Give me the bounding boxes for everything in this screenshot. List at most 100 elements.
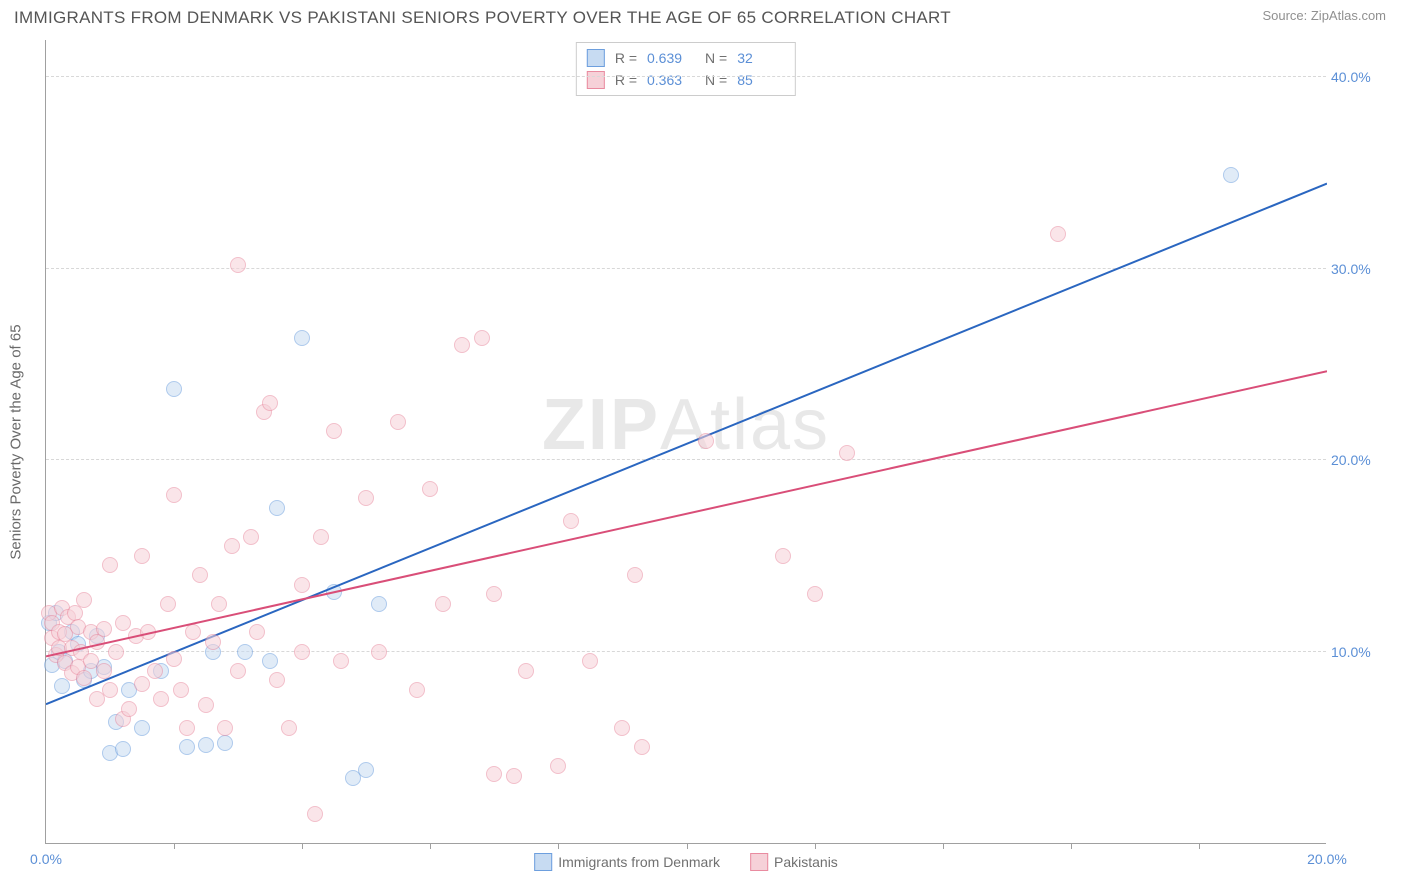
trend-line — [46, 40, 1327, 844]
stat-label-n: N = — [705, 50, 727, 66]
series-legend: Immigrants from Denmark Pakistanis — [534, 853, 838, 871]
x-tick-label: 0.0% — [30, 851, 62, 867]
scatter-point — [166, 381, 182, 397]
scatter-point — [486, 586, 502, 602]
scatter-point — [807, 586, 823, 602]
scatter-point — [358, 762, 374, 778]
stats-legend-box: R = 0.639 N = 32 R = 0.363 N = 85 — [576, 42, 796, 96]
scatter-point — [839, 445, 855, 461]
x-minor-tick — [687, 843, 688, 849]
y-tick-label: 30.0% — [1331, 261, 1386, 277]
scatter-point — [76, 670, 92, 686]
x-minor-tick — [302, 843, 303, 849]
scatter-point — [269, 672, 285, 688]
scatter-point — [121, 701, 137, 717]
scatter-point — [249, 624, 265, 640]
scatter-point — [179, 739, 195, 755]
scatter-point — [96, 663, 112, 679]
scatter-point — [54, 678, 70, 694]
series-legend-label: Immigrants from Denmark — [558, 854, 720, 870]
scatter-point — [326, 584, 342, 600]
scatter-point — [262, 653, 278, 669]
scatter-point — [582, 653, 598, 669]
stat-value-n: 85 — [737, 72, 785, 88]
scatter-point — [506, 768, 522, 784]
watermark: ZIPAtlas — [542, 384, 830, 466]
scatter-point — [198, 697, 214, 713]
scatter-point — [435, 596, 451, 612]
scatter-point — [134, 720, 150, 736]
x-minor-tick — [430, 843, 431, 849]
scatter-point — [550, 758, 566, 774]
scatter-point — [173, 682, 189, 698]
stats-legend-row: R = 0.639 N = 32 — [587, 47, 785, 69]
scatter-point — [313, 529, 329, 545]
scatter-point — [230, 257, 246, 273]
scatter-point — [237, 644, 253, 660]
scatter-point — [179, 720, 195, 736]
scatter-point — [198, 737, 214, 753]
scatter-point — [134, 548, 150, 564]
scatter-point — [698, 433, 714, 449]
stat-value-r: 0.639 — [647, 50, 695, 66]
legend-swatch — [750, 853, 768, 871]
gridline — [46, 76, 1326, 77]
scatter-point — [775, 548, 791, 564]
scatter-point — [422, 481, 438, 497]
y-tick-label: 40.0% — [1331, 69, 1386, 85]
scatter-point — [281, 720, 297, 736]
source-label: Source: ZipAtlas.com — [1262, 8, 1386, 23]
scatter-point — [294, 330, 310, 346]
scatter-point — [217, 735, 233, 751]
scatter-point — [96, 621, 112, 637]
legend-swatch — [587, 71, 605, 89]
scatter-point — [160, 596, 176, 612]
x-minor-tick — [943, 843, 944, 849]
y-tick-label: 20.0% — [1331, 452, 1386, 468]
x-tick-label: 20.0% — [1307, 851, 1347, 867]
scatter-point — [166, 651, 182, 667]
scatter-point — [371, 644, 387, 660]
scatter-point — [115, 615, 131, 631]
scatter-point — [518, 663, 534, 679]
scatter-point — [102, 682, 118, 698]
scatter-point — [627, 567, 643, 583]
stat-value-n: 32 — [737, 50, 785, 66]
scatter-point — [454, 337, 470, 353]
scatter-point — [1223, 167, 1239, 183]
scatter-point — [230, 663, 246, 679]
stat-label-r: R = — [615, 50, 637, 66]
y-tick-label: 10.0% — [1331, 644, 1386, 660]
stat-label-n: N = — [705, 72, 727, 88]
scatter-point — [474, 330, 490, 346]
scatter-point — [269, 500, 285, 516]
stats-legend-row: R = 0.363 N = 85 — [587, 69, 785, 91]
scatter-point — [185, 624, 201, 640]
scatter-point — [390, 414, 406, 430]
scatter-point — [294, 644, 310, 660]
scatter-point — [217, 720, 233, 736]
scatter-point — [224, 538, 240, 554]
legend-swatch — [534, 853, 552, 871]
series-legend-label: Pakistanis — [774, 854, 838, 870]
legend-swatch — [587, 49, 605, 67]
scatter-point — [147, 663, 163, 679]
scatter-point — [307, 806, 323, 822]
y-axis-label: Seniors Poverty Over the Age of 65 — [8, 324, 25, 559]
scatter-point — [333, 653, 349, 669]
scatter-point — [211, 596, 227, 612]
scatter-point — [634, 739, 650, 755]
stat-value-r: 0.363 — [647, 72, 695, 88]
stat-label-r: R = — [615, 72, 637, 88]
scatter-point — [358, 490, 374, 506]
scatter-point — [486, 766, 502, 782]
scatter-point — [115, 741, 131, 757]
scatter-point — [614, 720, 630, 736]
scatter-point — [108, 644, 124, 660]
x-minor-tick — [174, 843, 175, 849]
x-minor-tick — [815, 843, 816, 849]
series-legend-item: Pakistanis — [750, 853, 838, 871]
x-minor-tick — [558, 843, 559, 849]
scatter-point — [140, 624, 156, 640]
scatter-point — [166, 487, 182, 503]
